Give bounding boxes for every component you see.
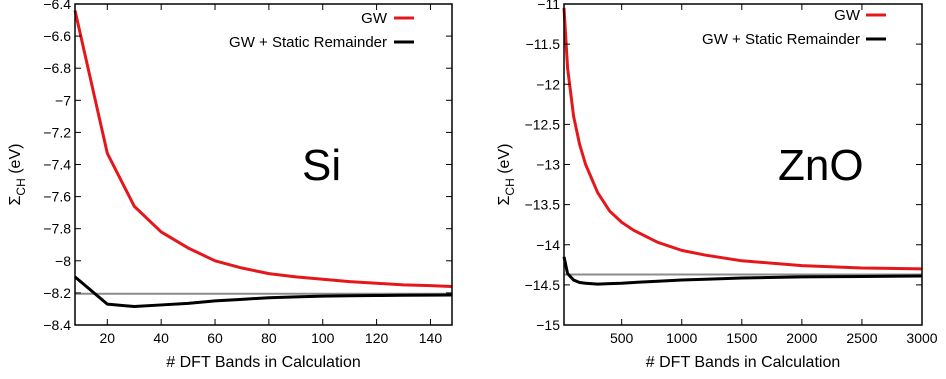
- y-axis-label-symbol: Σ: [7, 195, 24, 205]
- x-tick-label: 3000: [906, 330, 937, 346]
- y-tick-label: −7.8: [43, 221, 71, 237]
- y-tick-label: −7.6: [43, 189, 71, 205]
- x-tick-label: 1000: [666, 330, 697, 346]
- legend-label-gw: GW: [361, 10, 388, 27]
- y-tick-label: −7.2: [43, 124, 71, 140]
- y-tick-label: −6.4: [43, 0, 71, 12]
- x-tick-label: 1500: [726, 330, 757, 346]
- y-tick-label: −6.8: [43, 60, 71, 76]
- x-tick-label: 100: [311, 330, 335, 346]
- series-line-gw: [562, 7, 923, 271]
- y-axis-label: ΣCH (eV): [496, 144, 517, 206]
- y-tick-label: −7: [55, 92, 71, 108]
- x-tick-label: 120: [365, 330, 389, 346]
- x-tick-label: 80: [261, 330, 277, 346]
- y-axis-label-subscript: CH: [503, 178, 517, 195]
- y-tick-label: −13.5: [525, 197, 561, 213]
- panel-zno: 500 1000 1500 2000 2500 3000 −15 −14.5 −14 −13.5 −…: [496, 0, 938, 371]
- y-tick-label: −12.5: [525, 116, 561, 132]
- y-tick-label: −8.2: [43, 285, 71, 301]
- y-tick-label: −14: [536, 237, 560, 253]
- material-annotation: Si: [302, 141, 341, 190]
- material-annotation: ZnO: [778, 141, 864, 190]
- y-tick-label: −11.5: [526, 36, 561, 52]
- y-tick-label: −6.6: [43, 28, 71, 44]
- y-tick-label: −14.5: [525, 277, 561, 293]
- y-axis-label-symbol: Σ: [496, 195, 513, 205]
- x-tick-label: 140: [419, 330, 443, 346]
- y-tick-label: −13: [536, 157, 560, 173]
- plot-frame: [74, 3, 453, 326]
- y-tick-label: −8: [55, 253, 71, 269]
- legend-label-gw: GW: [834, 7, 861, 24]
- y-axis-label-unit: (eV): [7, 144, 24, 179]
- x-tick-label: 60: [207, 330, 223, 346]
- x-tick-label: 20: [100, 330, 116, 346]
- y-axis-label-subscript: CH: [14, 178, 28, 195]
- legend-label-gw-static-remainder: GW + Static Remainder: [229, 34, 387, 51]
- series-line-gw-static-remainder: [74, 275, 453, 309]
- x-tick-label: 2000: [786, 330, 817, 346]
- x-tick-label: 40: [153, 330, 169, 346]
- y-axis-label-unit: (eV): [496, 144, 513, 179]
- legend-label-gw-static-remainder: GW + Static Remainder: [702, 31, 860, 48]
- y-tick-label: −11: [537, 0, 560, 12]
- x-axis-label: # DFT Bands in Calculation: [166, 354, 360, 371]
- y-axis-label: ΣCH (eV): [7, 144, 28, 206]
- series-line-gw-static-remainder: [562, 256, 923, 286]
- x-tick-label: 2500: [846, 330, 877, 346]
- x-axis-label: # DFT Bands in Calculation: [646, 354, 840, 371]
- panel-si: 20 40 60 80 100 120 140 −8.4 −8.2 −8 −7.8 −7.6 −7.4 −…: [7, 0, 453, 371]
- y-tick-label: −7.4: [43, 157, 71, 173]
- y-tick-label: −8.4: [43, 317, 71, 333]
- y-tick-label: −12: [536, 76, 560, 92]
- y-tick-label: −15: [536, 317, 560, 333]
- series-line-gw: [73, 10, 453, 288]
- x-tick-label: 500: [610, 330, 634, 346]
